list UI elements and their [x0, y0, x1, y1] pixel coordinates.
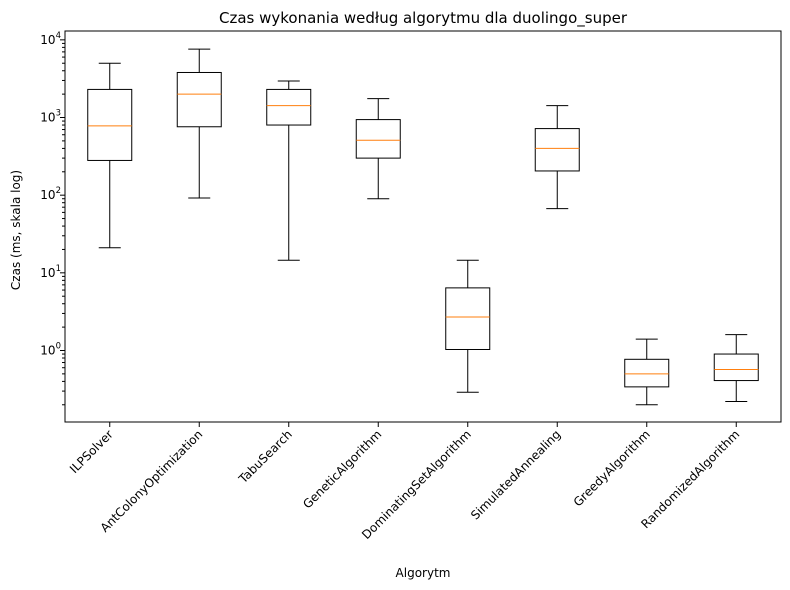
x-tick-label: GeneticAlgorithm — [300, 427, 384, 511]
x-axis-label: Algorytm — [396, 566, 451, 580]
box-iqr — [355, 119, 401, 159]
y-tick-base: 10 — [40, 33, 55, 47]
box-iqr — [445, 287, 491, 350]
chart-title: Czas wykonania według algorytmu dla duol… — [219, 9, 628, 28]
chart-marks: 100101102103104ILPSolverAntColonyOptimiz… — [40, 31, 759, 542]
y-tick-base: 10 — [40, 266, 55, 280]
y-tick-exponent: 1 — [56, 264, 61, 274]
y-tick-base: 10 — [40, 343, 55, 357]
y-tick-exponent: 3 — [56, 109, 61, 119]
box-iqr — [713, 353, 759, 382]
x-tick-label: RandomizedAlgorithm — [638, 427, 742, 531]
x-tick-label: ILPSolver — [67, 427, 116, 476]
plot-area-frame — [64, 30, 782, 423]
box-iqr — [87, 88, 133, 161]
y-tick-exponent: 0 — [56, 341, 61, 351]
x-tick-label: GreedyAlgorithm — [571, 427, 653, 509]
box-iqr — [624, 358, 670, 388]
box-iqr — [534, 128, 580, 172]
x-tick-label: TabuSearch — [235, 427, 295, 487]
y-tick-exponent: 4 — [56, 31, 61, 41]
y-tick-label: 103 — [40, 109, 61, 125]
x-tick-label: AntColonyOptimization — [98, 427, 206, 535]
y-tick-exponent: 2 — [56, 186, 61, 196]
x-tick-label: SimulatedAnnealing — [468, 427, 563, 522]
y-tick-label: 101 — [40, 264, 61, 280]
y-tick-label: 100 — [40, 341, 61, 357]
y-tick-base: 10 — [40, 111, 55, 125]
y-tick-label: 104 — [40, 31, 61, 47]
box-iqr — [176, 71, 222, 128]
y-tick-label: 102 — [40, 186, 61, 202]
box-iqr — [266, 88, 312, 126]
y-tick-base: 10 — [40, 188, 55, 202]
y-axis-label: Czas (ms, skala log) — [9, 170, 23, 290]
